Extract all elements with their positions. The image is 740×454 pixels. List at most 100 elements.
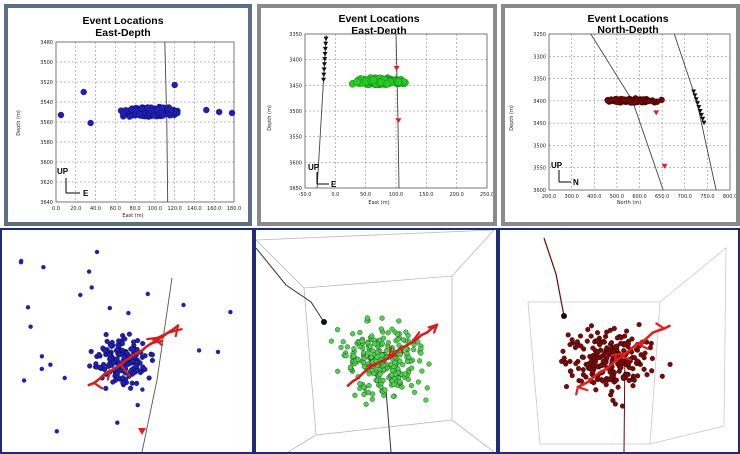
fracture-trace [87,324,180,387]
event-point [578,378,585,384]
x-tick-label: 100.0 [389,192,403,198]
event-point [400,337,406,343]
event-point [417,358,423,364]
event-point [369,396,375,402]
event-point [128,385,134,391]
event-point [390,368,396,374]
event-point [615,384,621,390]
event-point [624,372,630,378]
x-tick-label: 200.0 [542,194,556,200]
event-point [361,391,367,398]
perforation-marker [138,428,146,435]
event-point [567,342,573,348]
event-point [365,389,372,395]
x-tick-label: 500.0 [610,194,624,200]
event-point [648,340,654,346]
event-point [423,397,429,403]
event-point [630,383,636,389]
event-point [126,331,132,337]
y-tick-label: 3600 [40,160,53,166]
event-point [603,333,609,340]
event-point [611,369,617,376]
event-point [361,384,367,390]
event-point [649,368,655,374]
event-point [402,371,408,377]
event-point [116,338,122,344]
geophone-marker [321,72,327,78]
event-point [631,355,638,361]
x-tick-label: 160.0 [207,206,221,212]
geophone-marker [691,89,697,94]
event-point [18,260,24,265]
event-point [613,377,619,383]
bounding-box [256,230,495,452]
event-point [119,110,127,117]
event-point [397,379,403,385]
event-point [600,378,606,384]
event-point [87,363,93,369]
event-point [620,96,627,104]
event-point [631,377,637,383]
event-point [128,106,135,113]
event-point [426,361,432,367]
view3d-blue [18,249,233,452]
event-point [561,355,567,361]
event-point [618,364,624,371]
event-point [94,249,100,255]
event-point [611,325,617,332]
event-point [365,340,371,346]
y-tick-label: 3300 [533,54,546,60]
well-trajectory [316,34,327,189]
event-point [586,361,592,367]
fracture-branch [166,328,183,335]
x-tick-label: 140.0 [187,206,201,212]
event-point [28,324,33,329]
event-point [409,365,415,371]
event-point [622,333,628,339]
well-trajectory [395,33,400,189]
event-point [115,342,121,348]
event-point [380,335,387,341]
event-point [372,341,378,347]
y-tick-label: 3250 [533,32,546,38]
event-point [567,358,573,364]
event-point [585,326,591,333]
geophone-marker [321,77,327,83]
fracture-branch [119,363,131,377]
event-point [334,327,341,333]
event-point [593,387,599,393]
chart-north-depth-darkred: Event Locations North-Depth 200.0 300.0 40… [509,13,736,206]
event-point [397,358,403,364]
x-tick-label: 300.0 [564,194,578,200]
event-point [350,331,356,337]
event-point [86,269,92,274]
event-point [368,354,374,360]
event-point [353,78,361,86]
event-point [370,348,376,354]
event-point [389,326,395,332]
y-tick-label: 3400 [533,99,546,105]
event-point [97,364,103,370]
x-tick-label: -50.0 [299,192,312,198]
event-point [369,333,375,339]
event-point [592,359,598,365]
x-tick-label: 0.0 [331,192,339,198]
geophone-marker [692,93,698,98]
plot-area: 0.0 20.0 40.0 60.0 80.0 100.0 120.0 140.0 160.0 1… [40,40,241,212]
event-point [385,340,391,346]
event-point [103,332,109,338]
fracture-branch [655,322,666,330]
y-tick-label: 3600 [533,188,546,194]
event-point [142,353,148,359]
event-point [39,366,44,372]
event-point [228,109,236,117]
event-point [363,401,369,407]
event-point [568,368,574,374]
x-tick-label: 150.0 [419,192,433,198]
event-point [130,347,136,353]
geophone-marker [698,112,704,118]
event-point [57,111,65,119]
well-trajectory [141,277,173,452]
y-tick-label: 3450 [533,121,546,127]
chart-title: Event Locations [587,13,668,25]
